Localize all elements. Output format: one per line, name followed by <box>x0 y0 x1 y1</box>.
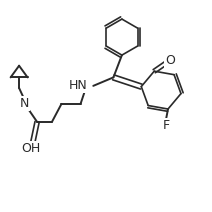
Text: HN: HN <box>69 79 88 92</box>
Text: O: O <box>165 54 175 67</box>
Text: N: N <box>20 97 29 110</box>
Text: OH: OH <box>21 142 40 155</box>
Text: F: F <box>162 120 169 132</box>
